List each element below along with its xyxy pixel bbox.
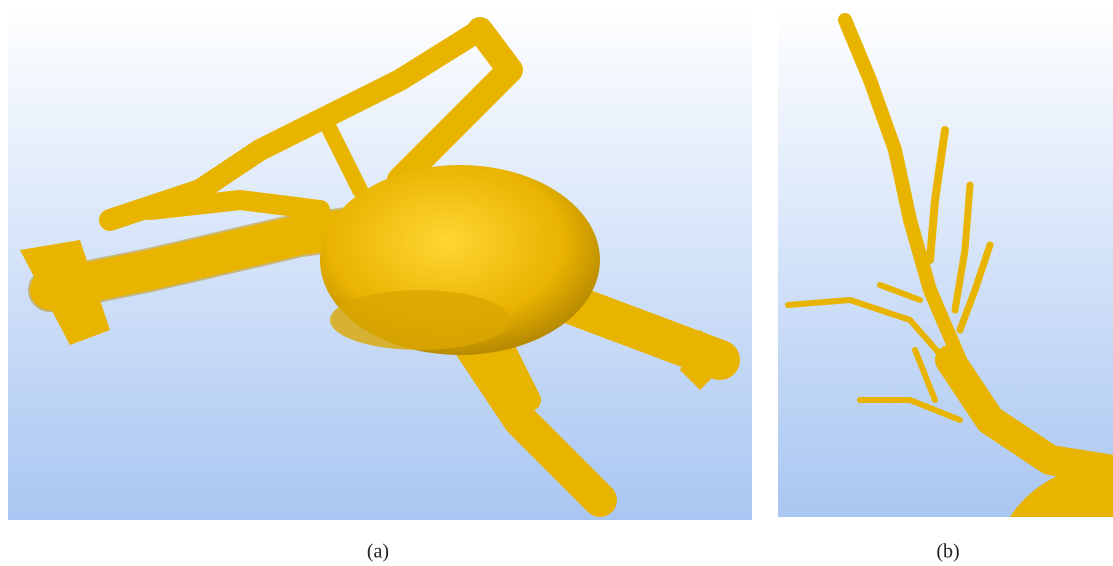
panel-label: (a) [367, 541, 389, 563]
panel-label: (b) [936, 541, 959, 563]
panel-a [8, 5, 752, 520]
figure: (a) (b) [0, 0, 1113, 566]
page: (a) (b) (() => { const data = JSON.parse… [0, 0, 1113, 566]
panel-background [778, 5, 1113, 517]
panel-b [778, 5, 1113, 517]
